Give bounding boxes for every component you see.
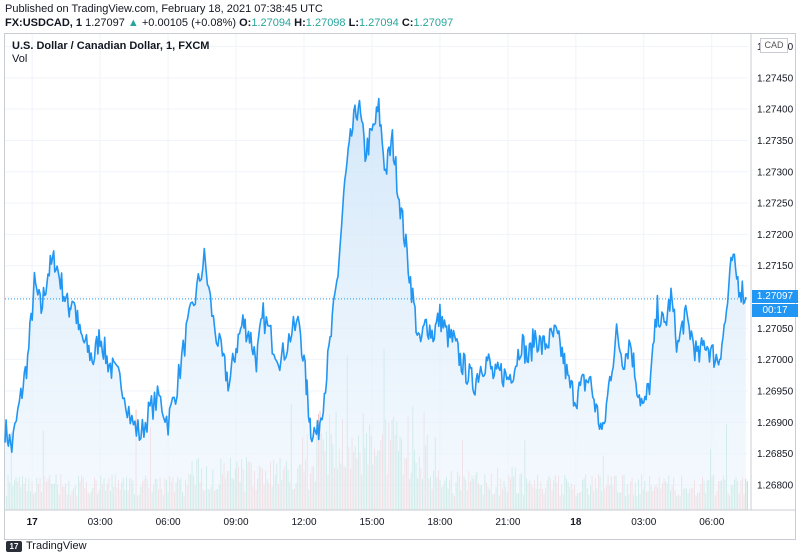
open-label: O: — [239, 17, 252, 29]
time-tick-label: 18:00 — [427, 517, 452, 528]
open-value: 1.27094 — [251, 17, 292, 29]
price-tick-label: 1.27050 — [757, 324, 794, 335]
chart-frame — [4, 33, 796, 540]
volume-bar — [746, 481, 748, 510]
price-tick-label: 1.27250 — [757, 199, 794, 210]
price-tick-label: 1.27200 — [757, 230, 794, 241]
price-tick-label: 1.27300 — [757, 167, 794, 178]
price-tick-label: 1.26900 — [757, 418, 794, 429]
time-tick-label: 03:00 — [88, 517, 113, 528]
price-tick-label: 1.27150 — [757, 261, 794, 272]
close-label: C: — [401, 17, 414, 29]
price-tick-label: 1.27450 — [757, 73, 794, 84]
price-change: +0.00105 (+0.08%) — [141, 17, 237, 29]
last-price-tag: 1.27097 — [752, 290, 798, 303]
symbol-bar: FX:USDCAD, 1 1.27097 ▲ +0.00105 (+0.08%)… — [5, 17, 453, 29]
price-tick-label: 1.27000 — [757, 355, 794, 366]
tradingview-logo-icon: 17 — [6, 540, 22, 552]
high-value: 1.27098 — [305, 17, 346, 29]
time-tick-label: 06:00 — [699, 517, 724, 528]
price-line — [4, 97, 747, 453]
time-tick-label: 09:00 — [224, 517, 249, 528]
last-price: 1.27097 — [85, 17, 125, 29]
currency-badge[interactable]: CAD — [760, 38, 788, 53]
high-label: H: — [294, 17, 306, 29]
time-tick-label: 18 — [570, 517, 582, 528]
price-tick-label: 1.26950 — [757, 387, 794, 398]
low-value: 1.27094 — [359, 17, 399, 29]
price-tick-label: 1.26850 — [757, 449, 794, 460]
footer[interactable]: 17 TradingView — [6, 540, 87, 552]
price-area-fill — [5, 98, 746, 510]
low-label: L: — [348, 17, 359, 29]
price-tick-label: 1.26800 — [757, 480, 794, 491]
symbol-name: FX:USDCAD, 1 — [5, 17, 83, 29]
time-tick-label: 17 — [27, 517, 39, 528]
price-tick-label: 1.27400 — [757, 105, 794, 116]
time-tick-label: 12:00 — [291, 517, 316, 528]
time-tick-label: 06:00 — [156, 517, 181, 528]
time-tick-label: 03:00 — [631, 517, 656, 528]
price-axis[interactable]: 1.275001.274501.274001.273501.273001.272… — [757, 42, 794, 491]
chart-title: U.S. Dollar / Canadian Dollar, 1, FXCM — [12, 40, 210, 52]
volume-label: Vol — [12, 53, 28, 65]
up-arrow-icon: ▲ — [127, 17, 139, 29]
close-value: 1.27097 — [413, 17, 454, 29]
brand-name: TradingView — [26, 540, 87, 552]
time-tick-label: 21:00 — [495, 517, 520, 528]
price-tick-label: 1.27350 — [757, 136, 794, 147]
time-tick-label: 15:00 — [359, 517, 384, 528]
published-notice: Published on TradingView.com, February 1… — [5, 3, 323, 15]
time-axis[interactable]: 17 03:00 06:00 09:00 12:00 15:00 18:00 21:00 18 0… — [27, 517, 725, 528]
bar-countdown-tag: 00:17 — [752, 304, 798, 317]
